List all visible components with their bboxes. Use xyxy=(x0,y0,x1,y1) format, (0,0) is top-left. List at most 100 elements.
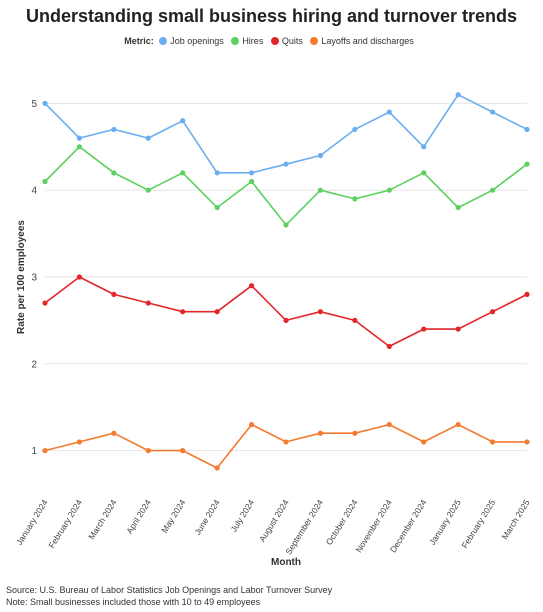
data-point[interactable] xyxy=(352,126,358,133)
data-point[interactable] xyxy=(489,439,496,445)
data-point[interactable] xyxy=(111,170,117,176)
legend-label: Layoffs and discharges xyxy=(321,36,414,46)
data-point[interactable] xyxy=(180,448,186,454)
y-tick-label: 4 xyxy=(31,186,37,197)
legend-item-layoffs[interactable]: Layoffs and discharges xyxy=(310,36,414,46)
legend-dot-icon xyxy=(159,37,168,45)
data-point[interactable] xyxy=(145,135,151,141)
footnote: Note: Small businesses included those wi… xyxy=(6,597,261,607)
x-tick-label: January 2024 xyxy=(14,498,50,547)
data-point[interactable] xyxy=(386,109,392,115)
series-points xyxy=(42,92,530,471)
data-point[interactable] xyxy=(283,161,289,167)
data-point[interactable] xyxy=(248,421,255,428)
data-point[interactable] xyxy=(489,109,496,115)
data-point[interactable] xyxy=(524,161,530,167)
x-tick-label: October 2024 xyxy=(324,498,360,547)
legend-label: Job openings xyxy=(170,36,224,46)
legend-label: Hires xyxy=(242,36,264,46)
data-point[interactable] xyxy=(386,421,392,428)
legend-dot-icon xyxy=(310,37,319,45)
data-point[interactable] xyxy=(42,100,48,106)
y-axis-label: Rate per 100 employees xyxy=(16,220,27,334)
data-point[interactable] xyxy=(248,170,255,176)
x-tick-label: March 2024 xyxy=(86,498,118,542)
data-point[interactable] xyxy=(111,291,117,297)
source-note: Source: U.S. Bureau of Labor Statistics … xyxy=(6,585,333,595)
data-point[interactable] xyxy=(317,430,324,436)
data-point[interactable] xyxy=(421,439,427,445)
x-tick-label: March 2025 xyxy=(499,498,531,542)
series-lines xyxy=(44,93,528,469)
x-tick-label: July 2024 xyxy=(229,498,257,534)
data-point[interactable] xyxy=(386,343,392,350)
data-point[interactable] xyxy=(76,274,83,280)
x-tick-label: May 2024 xyxy=(159,498,187,535)
x-tick-label: August 2024 xyxy=(257,498,291,544)
data-point[interactable] xyxy=(248,178,255,185)
x-axis-label: Month xyxy=(271,557,301,568)
data-point[interactable] xyxy=(455,326,461,332)
legend-item-hires[interactable]: Hires xyxy=(231,36,263,46)
data-point[interactable] xyxy=(524,439,530,445)
data-point[interactable] xyxy=(524,126,530,133)
data-point[interactable] xyxy=(421,326,427,332)
data-point[interactable] xyxy=(455,92,461,98)
legend-dot-icon xyxy=(231,37,240,45)
data-point[interactable] xyxy=(283,222,289,228)
gridlines xyxy=(45,102,527,452)
y-tick-label: 1 xyxy=(31,446,37,457)
data-point[interactable] xyxy=(214,465,220,471)
data-point[interactable] xyxy=(111,126,117,133)
y-tick-label: 2 xyxy=(31,359,37,370)
data-point[interactable] xyxy=(352,317,358,323)
legend-label: Quits xyxy=(281,36,303,46)
data-point[interactable] xyxy=(76,144,83,150)
data-point[interactable] xyxy=(42,448,48,454)
x-tick-label: April 2024 xyxy=(124,498,153,536)
data-point[interactable] xyxy=(180,118,186,124)
data-point[interactable] xyxy=(42,178,48,185)
x-tick-label: November 2024 xyxy=(353,498,394,555)
data-point[interactable] xyxy=(145,187,151,193)
data-point[interactable] xyxy=(214,170,220,176)
data-point[interactable] xyxy=(489,187,496,193)
series-line-0 xyxy=(44,93,528,174)
data-point[interactable] xyxy=(421,170,427,176)
data-point[interactable] xyxy=(386,187,392,193)
data-point[interactable] xyxy=(524,291,530,297)
data-point[interactable] xyxy=(42,300,48,306)
data-point[interactable] xyxy=(317,152,324,159)
legend-dot-icon xyxy=(270,37,279,45)
data-point[interactable] xyxy=(214,204,220,211)
data-point[interactable] xyxy=(145,448,151,454)
data-point[interactable] xyxy=(489,309,496,315)
data-point[interactable] xyxy=(145,300,151,306)
data-point[interactable] xyxy=(180,309,186,315)
data-point[interactable] xyxy=(248,283,255,289)
data-point[interactable] xyxy=(76,135,83,141)
data-point[interactable] xyxy=(214,309,220,315)
x-tick-label: June 2024 xyxy=(192,498,222,537)
data-point[interactable] xyxy=(283,317,289,323)
data-point[interactable] xyxy=(352,196,358,202)
data-point[interactable] xyxy=(455,204,461,211)
y-axis-ticks: 1 2 3 4 5 xyxy=(31,99,37,457)
data-point[interactable] xyxy=(455,421,461,428)
data-point[interactable] xyxy=(76,439,83,445)
data-point[interactable] xyxy=(317,187,324,193)
data-point[interactable] xyxy=(283,439,289,445)
data-point[interactable] xyxy=(111,430,117,436)
series-line-3 xyxy=(44,423,527,469)
data-point[interactable] xyxy=(352,430,358,436)
data-point[interactable] xyxy=(421,144,427,150)
data-point[interactable] xyxy=(180,170,186,176)
chart-title: Understanding small business hiring and … xyxy=(25,6,518,26)
x-tick-label: February 2024 xyxy=(46,498,84,550)
series-line-2 xyxy=(44,276,528,348)
legend-item-job-openings[interactable]: Job openings xyxy=(159,36,224,46)
legend-item-quits[interactable]: Quits xyxy=(270,36,303,46)
data-point[interactable] xyxy=(317,309,324,315)
